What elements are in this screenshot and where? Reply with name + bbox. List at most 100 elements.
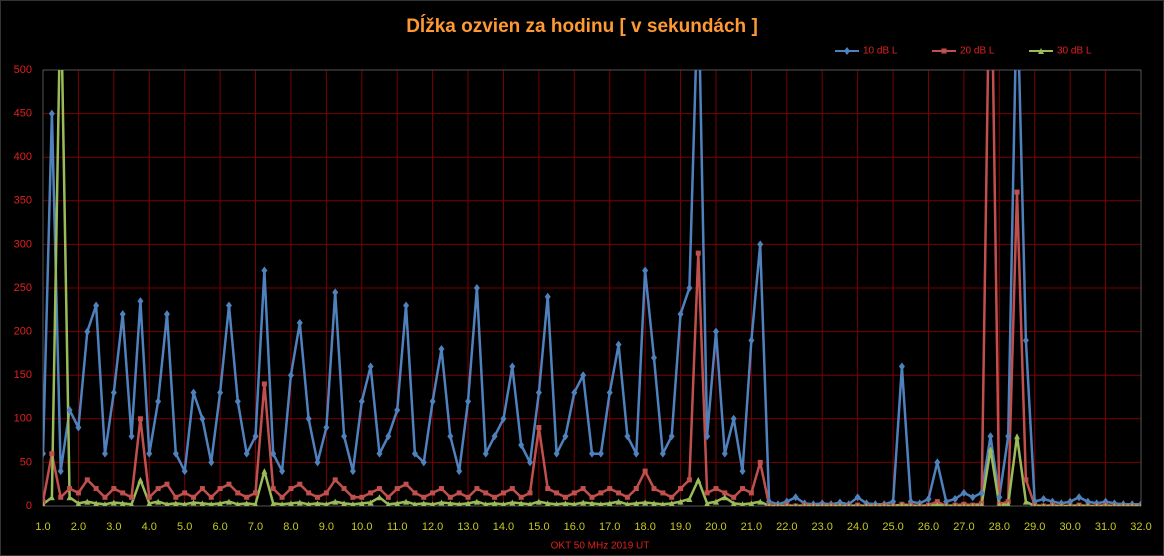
data-point — [934, 458, 941, 467]
x-tick-label: 5.0 — [177, 521, 192, 533]
data-point — [438, 486, 444, 492]
y-tick-label: 150 — [14, 369, 32, 381]
data-point — [93, 500, 99, 506]
data-point — [501, 501, 506, 506]
data-point — [412, 490, 418, 496]
x-tick-label: 15.0 — [528, 521, 549, 533]
data-point — [350, 501, 356, 506]
data-point — [137, 297, 144, 306]
data-point — [155, 397, 162, 406]
data-point — [43, 449, 46, 458]
data-point — [84, 327, 91, 336]
data-point — [420, 458, 427, 467]
data-point — [199, 486, 205, 492]
data-point — [553, 449, 560, 458]
data-point — [199, 414, 206, 423]
data-point — [474, 486, 480, 492]
data-point — [518, 500, 524, 506]
data-point — [935, 502, 940, 506]
data-point — [721, 494, 728, 501]
data-point — [1077, 503, 1081, 506]
data-point — [217, 486, 223, 492]
data-point — [288, 500, 294, 506]
data-point — [465, 494, 471, 500]
data-point — [173, 500, 179, 506]
data-point — [668, 432, 675, 441]
data-point — [748, 336, 755, 345]
data-point — [1068, 503, 1072, 506]
data-point — [969, 493, 976, 502]
data-point — [473, 498, 480, 505]
x-tick-label: 24.0 — [847, 521, 868, 533]
data-point — [767, 503, 771, 506]
data-point — [129, 501, 134, 506]
data-point — [571, 501, 577, 506]
data-point — [624, 432, 631, 441]
data-point — [509, 486, 515, 492]
x-tick-label: 30.0 — [1059, 521, 1080, 533]
data-point — [350, 494, 356, 500]
data-point — [1138, 503, 1141, 506]
data-point — [518, 440, 525, 449]
data-point — [1005, 432, 1012, 441]
data-point — [190, 499, 197, 506]
data-point — [447, 500, 454, 506]
data-point — [1104, 503, 1108, 506]
data-point — [217, 500, 223, 506]
x-tick-label: 22.0 — [776, 521, 797, 533]
data-point — [960, 488, 967, 497]
data-point — [235, 490, 241, 496]
data-point — [971, 503, 975, 506]
data-point — [624, 494, 630, 500]
data-point — [376, 486, 382, 492]
data-point — [562, 500, 569, 506]
data-point — [651, 486, 657, 492]
data-point — [899, 502, 904, 506]
data-point — [110, 499, 117, 506]
data-point — [607, 486, 613, 492]
data-point — [695, 476, 702, 483]
data-point — [606, 500, 613, 506]
data-point — [67, 486, 73, 492]
data-point — [43, 499, 46, 505]
data-point — [253, 501, 258, 506]
data-point — [120, 490, 126, 496]
data-point — [829, 503, 833, 506]
x-tick-label: 16.0 — [564, 521, 585, 533]
data-point — [297, 481, 303, 487]
data-point — [847, 503, 851, 506]
data-point — [704, 432, 711, 441]
data-point — [1042, 503, 1046, 506]
data-point — [429, 397, 436, 406]
data-point — [509, 499, 516, 506]
data-point — [75, 423, 82, 432]
data-point — [987, 432, 994, 441]
x-tick-label: 28.0 — [989, 521, 1010, 533]
data-point — [341, 500, 347, 506]
data-point — [1022, 498, 1029, 505]
data-point — [482, 449, 489, 458]
x-tick-label: 19.0 — [670, 521, 691, 533]
data-point — [1095, 503, 1099, 506]
x-axis-title: OKT 50 MHz 2019 UT — [551, 541, 650, 552]
data-point — [1050, 503, 1054, 506]
data-point — [730, 500, 737, 506]
data-point — [341, 486, 347, 492]
data-point — [190, 388, 197, 397]
data-point — [447, 432, 454, 441]
data-point — [164, 481, 170, 487]
data-point — [163, 310, 170, 319]
data-point — [589, 449, 595, 458]
data-point — [571, 490, 577, 496]
data-point — [208, 501, 214, 506]
data-point — [580, 499, 587, 506]
data-point — [84, 498, 91, 505]
data-point — [376, 449, 383, 458]
data-point — [234, 397, 241, 406]
data-point — [740, 486, 746, 492]
data-point — [191, 494, 197, 500]
data-point — [686, 284, 693, 292]
data-point — [75, 500, 82, 506]
data-point — [491, 432, 498, 441]
